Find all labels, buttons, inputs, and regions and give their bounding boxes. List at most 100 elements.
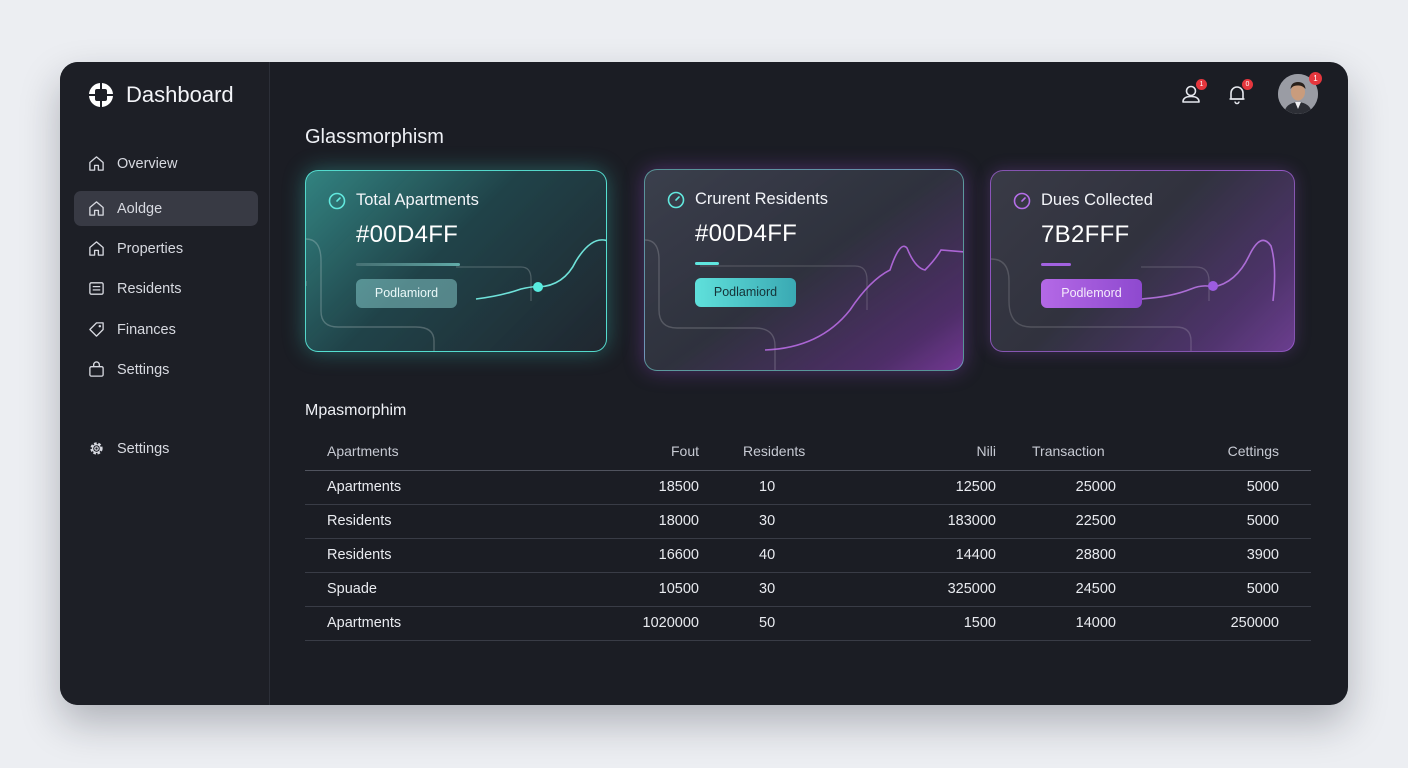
- card-value: #00D4FF: [356, 221, 459, 248]
- sidebar-item-label: Settings: [117, 361, 170, 378]
- table-cell: 183000: [947, 513, 996, 529]
- card-value: #00D4FF: [695, 220, 798, 247]
- card-action-button[interactable]: Podlamiord: [356, 279, 457, 308]
- sidebar-item-overview[interactable]: Overview: [74, 146, 258, 181]
- gauge-icon: [1013, 192, 1031, 209]
- table-cell: Apartments: [327, 479, 402, 495]
- card-progress-bar: [356, 263, 460, 266]
- table-cell: 18500: [658, 479, 699, 495]
- bell-button[interactable]: 0: [1224, 79, 1253, 107]
- home-icon: [89, 241, 104, 256]
- table-cell: 14000: [1075, 615, 1116, 631]
- table-cell: 28800: [1075, 547, 1116, 563]
- avatar-badge: 1: [1309, 72, 1322, 85]
- table-cell: 30: [759, 513, 776, 529]
- main-content: 1 0 1 Glassmorphism: [270, 62, 1348, 705]
- logo-icon: [89, 83, 113, 107]
- table-cell: 40: [759, 547, 776, 563]
- home-icon: [89, 156, 104, 171]
- stat-card-dues-collected[interactable]: Dues Collected 7B2FFF Podlemord: [990, 170, 1295, 352]
- table-cell: 16600: [658, 547, 699, 563]
- table-cell: 24500: [1075, 581, 1116, 597]
- card-label: Dues Collected: [1041, 191, 1153, 209]
- table-cell: 10500: [658, 581, 699, 597]
- sidebar-item-label: Aoldge: [117, 200, 163, 217]
- table-cell: 250000: [1230, 615, 1279, 631]
- table-cell: 10: [759, 479, 776, 495]
- column-header[interactable]: Residents: [743, 443, 806, 459]
- gauge-icon: [667, 191, 685, 208]
- gauge-icon: [328, 192, 346, 209]
- card-label: Total Apartments: [356, 191, 479, 209]
- card-decoration: [991, 239, 1276, 351]
- table-cell: 30: [759, 581, 776, 597]
- table-row[interactable]: Spuade 10500 30 325000 24500 5000: [305, 573, 1311, 607]
- gear-icon: [90, 442, 103, 455]
- table-cell: 5000: [1246, 479, 1279, 495]
- table-row[interactable]: Residents 18000 30 183000 22500 5000: [305, 505, 1311, 539]
- card-decoration: [645, 239, 963, 370]
- table-cell: 5000: [1246, 513, 1279, 529]
- sidebar-item-label: Finances: [117, 321, 176, 338]
- table-header-row: Apartments Fout Residents Nili Transacti…: [305, 432, 1311, 471]
- bell-icon: [1229, 86, 1245, 105]
- table-cell: 14400: [955, 547, 996, 563]
- card-progress-bar: [695, 262, 719, 265]
- table-cell: 12500: [955, 479, 996, 495]
- sidebar-item-bottom-settings[interactable]: Settings: [74, 431, 258, 466]
- table-cell: 1500: [963, 615, 996, 631]
- stat-card-total-apartments[interactable]: Total Apartments #00D4FF Podlamiord: [305, 170, 607, 352]
- table-cell: 18000: [658, 513, 699, 529]
- card-value: 7B2FFF: [1041, 221, 1130, 248]
- table-cell: 5000: [1246, 581, 1279, 597]
- app-window: Dashboard Overview Aoldge Properties Res…: [60, 62, 1348, 705]
- card-progress-bar: [1041, 263, 1071, 266]
- column-header[interactable]: Fout: [670, 443, 699, 459]
- table-cell: Residents: [327, 513, 392, 529]
- app-title: Dashboard: [126, 82, 234, 107]
- sidebar-item-aoldge[interactable]: Aoldge: [74, 191, 258, 226]
- brand[interactable]: Dashboard: [88, 82, 234, 108]
- column-header[interactable]: Apartments: [327, 443, 399, 459]
- table-cell: 22500: [1075, 513, 1116, 529]
- table-cell: Apartments: [327, 615, 402, 631]
- column-header[interactable]: Transaction: [1032, 443, 1105, 459]
- card-label: Crurent Residents: [695, 190, 828, 208]
- sidebar-item-label: Residents: [117, 280, 182, 297]
- bag-icon: [89, 361, 104, 377]
- table-title: Mpasmorphim: [305, 402, 407, 419]
- sidebar-item-label: Properties: [117, 240, 184, 257]
- list-icon: [89, 282, 104, 295]
- table-row[interactable]: Apartments 1020000 50 1500 14000 250000: [305, 607, 1311, 641]
- sidebar-item-label: Overview: [117, 155, 178, 172]
- table-cell: 3900: [1246, 547, 1279, 563]
- topbar-actions: 1 0 1: [1178, 72, 1322, 114]
- sidebar-item-label: Settings: [117, 440, 170, 457]
- card-decoration: [306, 238, 606, 351]
- column-header[interactable]: Cettings: [1227, 443, 1279, 459]
- sidebar-item-settings[interactable]: Settings: [74, 352, 258, 387]
- stat-card-current-residents[interactable]: Crurent Residents #00D4FF Podlamiord: [644, 169, 964, 371]
- home-icon: [89, 201, 104, 216]
- avatar-button[interactable]: 1: [1278, 72, 1322, 114]
- user-button[interactable]: 1: [1178, 79, 1207, 107]
- data-table: Apartments Fout Residents Nili Transacti…: [305, 432, 1311, 641]
- table-cell: 325000: [947, 581, 996, 597]
- section-title: Glassmorphism: [305, 126, 444, 148]
- table-row[interactable]: Residents 16600 40 14400 28800 3900: [305, 539, 1311, 573]
- table-cell: 50: [759, 615, 776, 631]
- table-row[interactable]: Apartments 18500 10 12500 25000 5000: [305, 471, 1311, 505]
- sidebar-item-finances[interactable]: Finances: [74, 312, 258, 347]
- user-icon: [1182, 85, 1200, 103]
- card-header: Dues Collected: [1013, 191, 1153, 210]
- table-cell: 1020000: [642, 615, 699, 631]
- card-header: Crurent Residents: [667, 190, 828, 209]
- sidebar-item-residents[interactable]: Residents: [74, 271, 258, 306]
- card-action-button[interactable]: Podlamiord: [695, 278, 796, 307]
- table-cell: 25000: [1075, 479, 1116, 495]
- table-cell: Spuade: [327, 581, 377, 597]
- column-header[interactable]: Nili: [976, 443, 996, 459]
- sidebar: Dashboard Overview Aoldge Properties Res…: [60, 62, 270, 705]
- sidebar-item-properties[interactable]: Properties: [74, 231, 258, 266]
- card-action-button[interactable]: Podlemord: [1041, 279, 1142, 308]
